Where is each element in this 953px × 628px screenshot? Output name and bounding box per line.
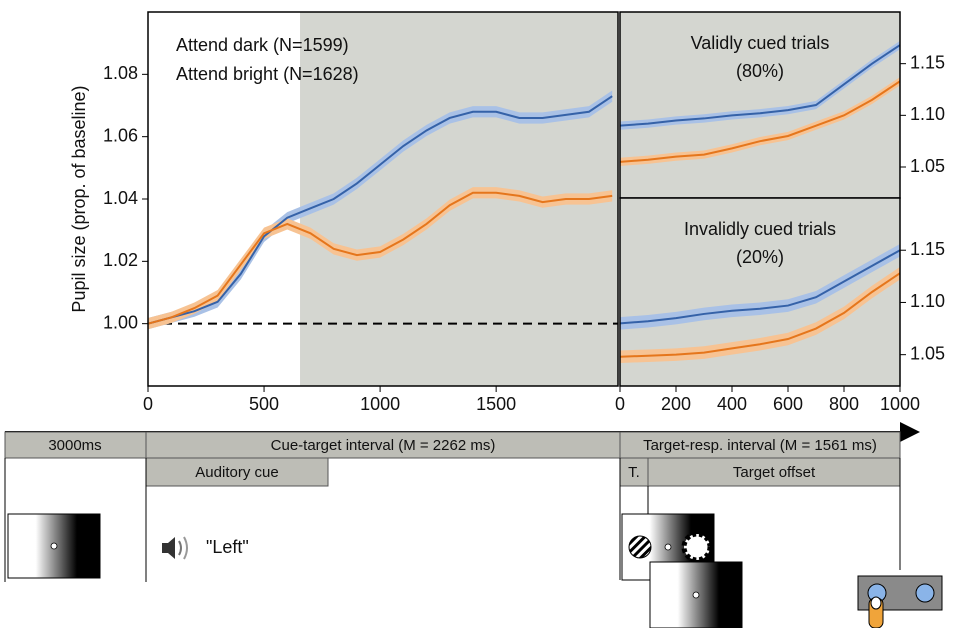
phase-box	[145, 431, 621, 459]
y-tick-label: 1.04	[103, 188, 138, 208]
data-line	[619, 44, 901, 127]
fixation	[664, 543, 672, 551]
timeline: 3000ms Cue-target interval (M = 2262 ms)…	[4, 422, 943, 628]
y-tick-label: 1.10	[910, 291, 945, 311]
legend-entry: Attend bright (N=1628)	[176, 64, 359, 84]
phase-label: Cue-target interval (M = 2262 ms)	[271, 437, 496, 454]
x-tick-label: 0	[615, 394, 625, 414]
x-tick-label: 600	[773, 394, 803, 414]
x-tick-label: 800	[829, 394, 859, 414]
target-stimulus	[681, 531, 713, 563]
speech-text: "Left"	[206, 537, 249, 557]
charts: 1.00 1.02 1.04 1.06 1.08 0 500 1000 1500 Pupil si…	[69, 11, 945, 414]
speaker-icon	[162, 536, 188, 560]
phase-box	[4, 431, 147, 459]
phase-label: Auditory cue	[195, 464, 278, 481]
target-stimulus	[628, 535, 652, 559]
x-tick-label: 0	[143, 394, 153, 414]
x-tick-label: 1000	[880, 394, 920, 414]
x-tick-label: 200	[661, 394, 691, 414]
y-tick-label: 1.15	[910, 239, 945, 259]
y-tick-label: 1.00	[103, 312, 138, 332]
phase-label: T.	[628, 464, 640, 481]
phase-label: Target-resp. interval (M = 1561 ms)	[643, 437, 877, 454]
x-tick-label: 500	[249, 394, 279, 414]
y-tick-label: 1.08	[103, 63, 138, 83]
x-tick-label: 1000	[360, 394, 400, 414]
phase-label: Target offset	[733, 464, 816, 481]
y-tick-label: 1.05	[910, 156, 945, 176]
error-band	[620, 77, 900, 166]
y-tick-label: 1.05	[910, 343, 945, 363]
data-line	[147, 95, 613, 325]
panel-title: Invalidly cued trials	[684, 219, 836, 239]
y-axis-label: Pupil size (prop. of baseline)	[69, 85, 89, 312]
plot-frame	[619, 197, 901, 387]
data-line	[619, 272, 901, 358]
error-band	[148, 187, 613, 330]
phase-box	[647, 457, 901, 487]
x-tick-label: 1500	[476, 394, 516, 414]
x-tick-label: 400	[717, 394, 747, 414]
data-line	[147, 191, 613, 325]
y-tick-label: 1.10	[910, 104, 945, 124]
legend-entry: Attend dark (N=1599)	[176, 35, 349, 55]
panel-subtitle: (20%)	[736, 247, 784, 267]
y-tick-label: 1.06	[103, 125, 138, 145]
button	[915, 583, 935, 603]
panel-subtitle: (80%)	[736, 61, 784, 81]
fixation	[50, 542, 58, 550]
y-tick-label: 1.15	[910, 52, 945, 72]
phase-box	[145, 457, 329, 487]
data-line	[619, 80, 901, 163]
fingernail	[870, 596, 882, 610]
shaded-region	[620, 12, 900, 198]
phase-box	[619, 431, 901, 459]
fixation	[692, 591, 700, 599]
phase-box	[619, 457, 649, 487]
phase-label: 3000ms	[48, 437, 101, 454]
data-line	[619, 249, 901, 325]
y-tick-label: 1.02	[103, 250, 138, 270]
panel-title: Validly cued trials	[691, 33, 830, 53]
